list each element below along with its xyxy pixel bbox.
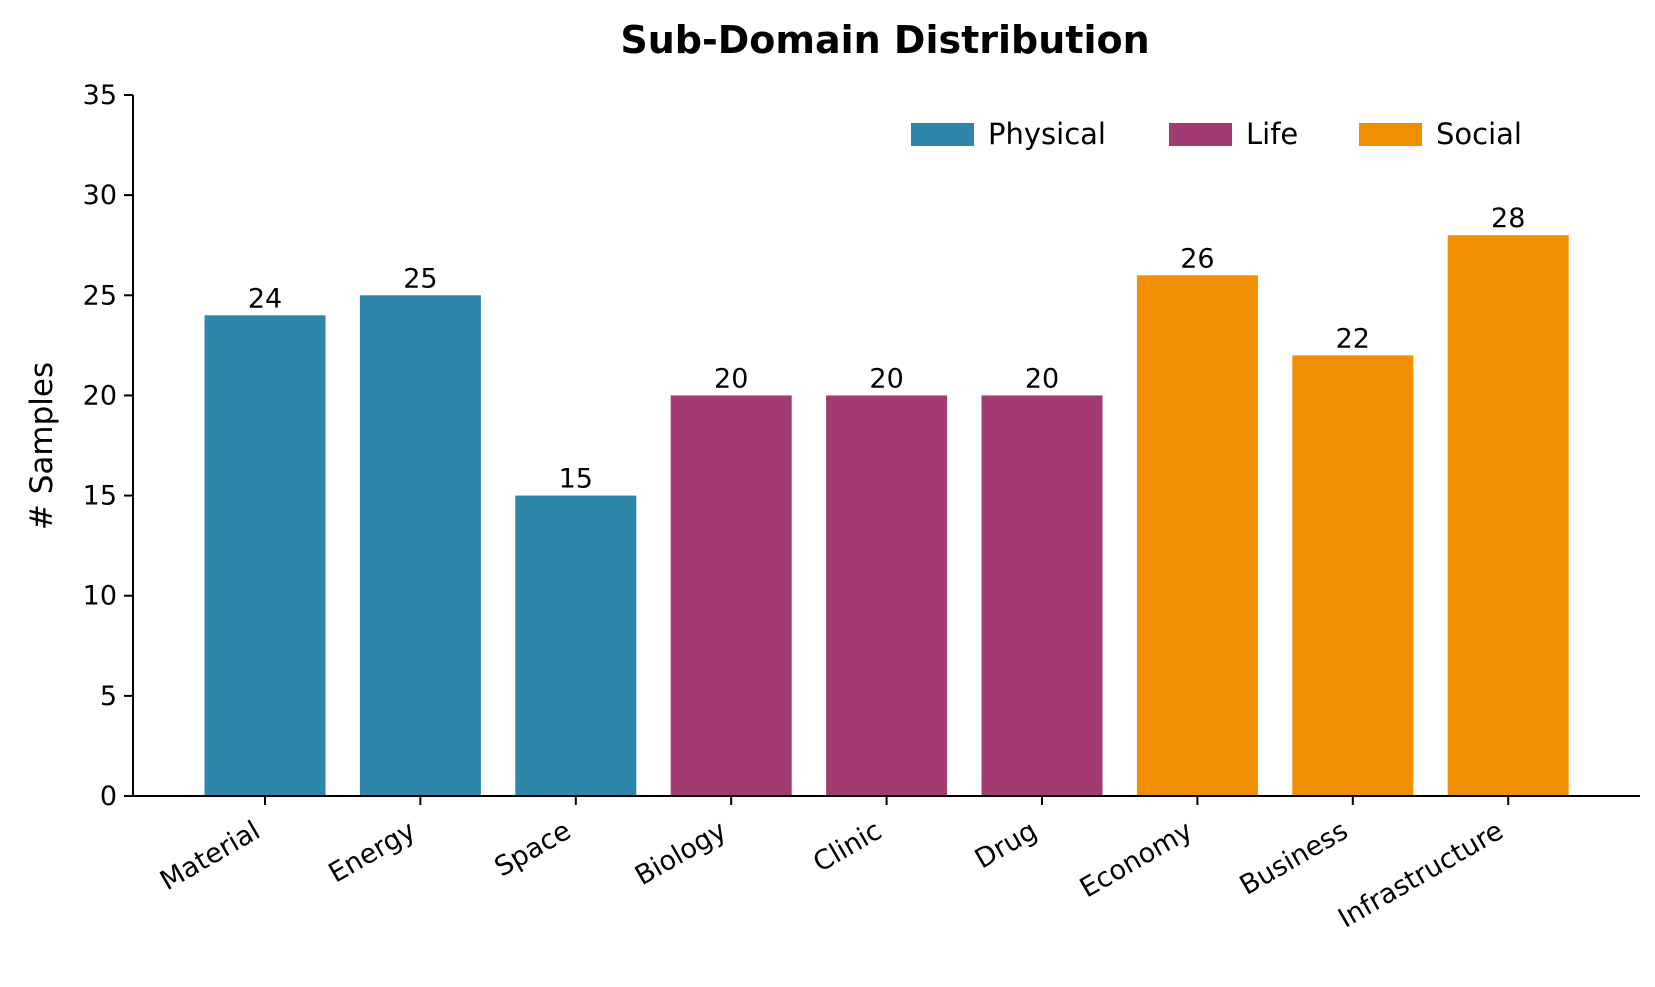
data-label-clinic: 20 <box>869 363 903 394</box>
legend-swatch-social <box>1359 123 1422 146</box>
x-tick-label-drug: Drug <box>970 815 1043 875</box>
y-tick-label: 25 <box>83 280 117 311</box>
bar-economy <box>1136 275 1258 796</box>
x-tick-label-infrastructure: Infrastructure <box>1333 815 1509 934</box>
x-tick-label-energy: Energy <box>324 815 421 889</box>
y-tick-label: 35 <box>83 80 117 111</box>
bar-clinic <box>826 395 948 796</box>
data-label-space: 15 <box>559 464 593 495</box>
bar-biology <box>670 395 792 796</box>
bar-infrastructure <box>1447 235 1569 796</box>
data-label-biology: 20 <box>714 363 748 394</box>
y-axis: 0 5 10 15 20 25 30 35 <box>83 80 134 812</box>
bar-material <box>204 315 326 796</box>
data-labels-group: 24 25 15 20 20 20 26 22 28 <box>248 203 1526 494</box>
y-tick-label: 30 <box>83 180 117 211</box>
bar-business <box>1292 355 1414 796</box>
y-tick-label: 5 <box>100 681 117 712</box>
data-label-economy: 26 <box>1180 243 1214 274</box>
legend: Physical Life Social <box>911 117 1522 151</box>
bar-energy <box>359 295 481 796</box>
y-tick-label: 15 <box>83 481 117 512</box>
bar-space <box>515 495 637 796</box>
x-axis: Material Energy Space Biology Clinic Drug Econ… <box>133 795 1640 934</box>
legend-label-physical: Physical <box>988 117 1106 151</box>
y-axis-label: # Samples <box>24 362 60 530</box>
x-tick-label-business: Business <box>1235 815 1354 901</box>
legend-label-life: Life <box>1246 117 1298 151</box>
x-tick-label-clinic: Clinic <box>808 815 887 879</box>
data-label-business: 22 <box>1336 323 1370 354</box>
bar-drug <box>981 395 1103 796</box>
legend-label-social: Social <box>1436 117 1522 151</box>
x-tick-label-material: Material <box>155 815 265 897</box>
y-tick-label: 0 <box>100 781 117 812</box>
legend-swatch-life <box>1169 123 1232 146</box>
y-tick-label: 20 <box>83 380 117 411</box>
data-label-energy: 25 <box>403 263 437 294</box>
bars-group <box>204 235 1569 796</box>
x-tick-label-space: Space <box>490 815 577 883</box>
data-label-infrastructure: 28 <box>1491 203 1525 234</box>
x-tick-label-economy: Economy <box>1075 815 1198 904</box>
x-tick-label-biology: Biology <box>630 815 732 892</box>
y-tick-label: 10 <box>83 581 117 612</box>
legend-swatch-physical <box>911 123 974 146</box>
chart-title: Sub-Domain Distribution <box>620 18 1149 62</box>
data-label-drug: 20 <box>1025 363 1059 394</box>
data-label-material: 24 <box>248 283 282 314</box>
